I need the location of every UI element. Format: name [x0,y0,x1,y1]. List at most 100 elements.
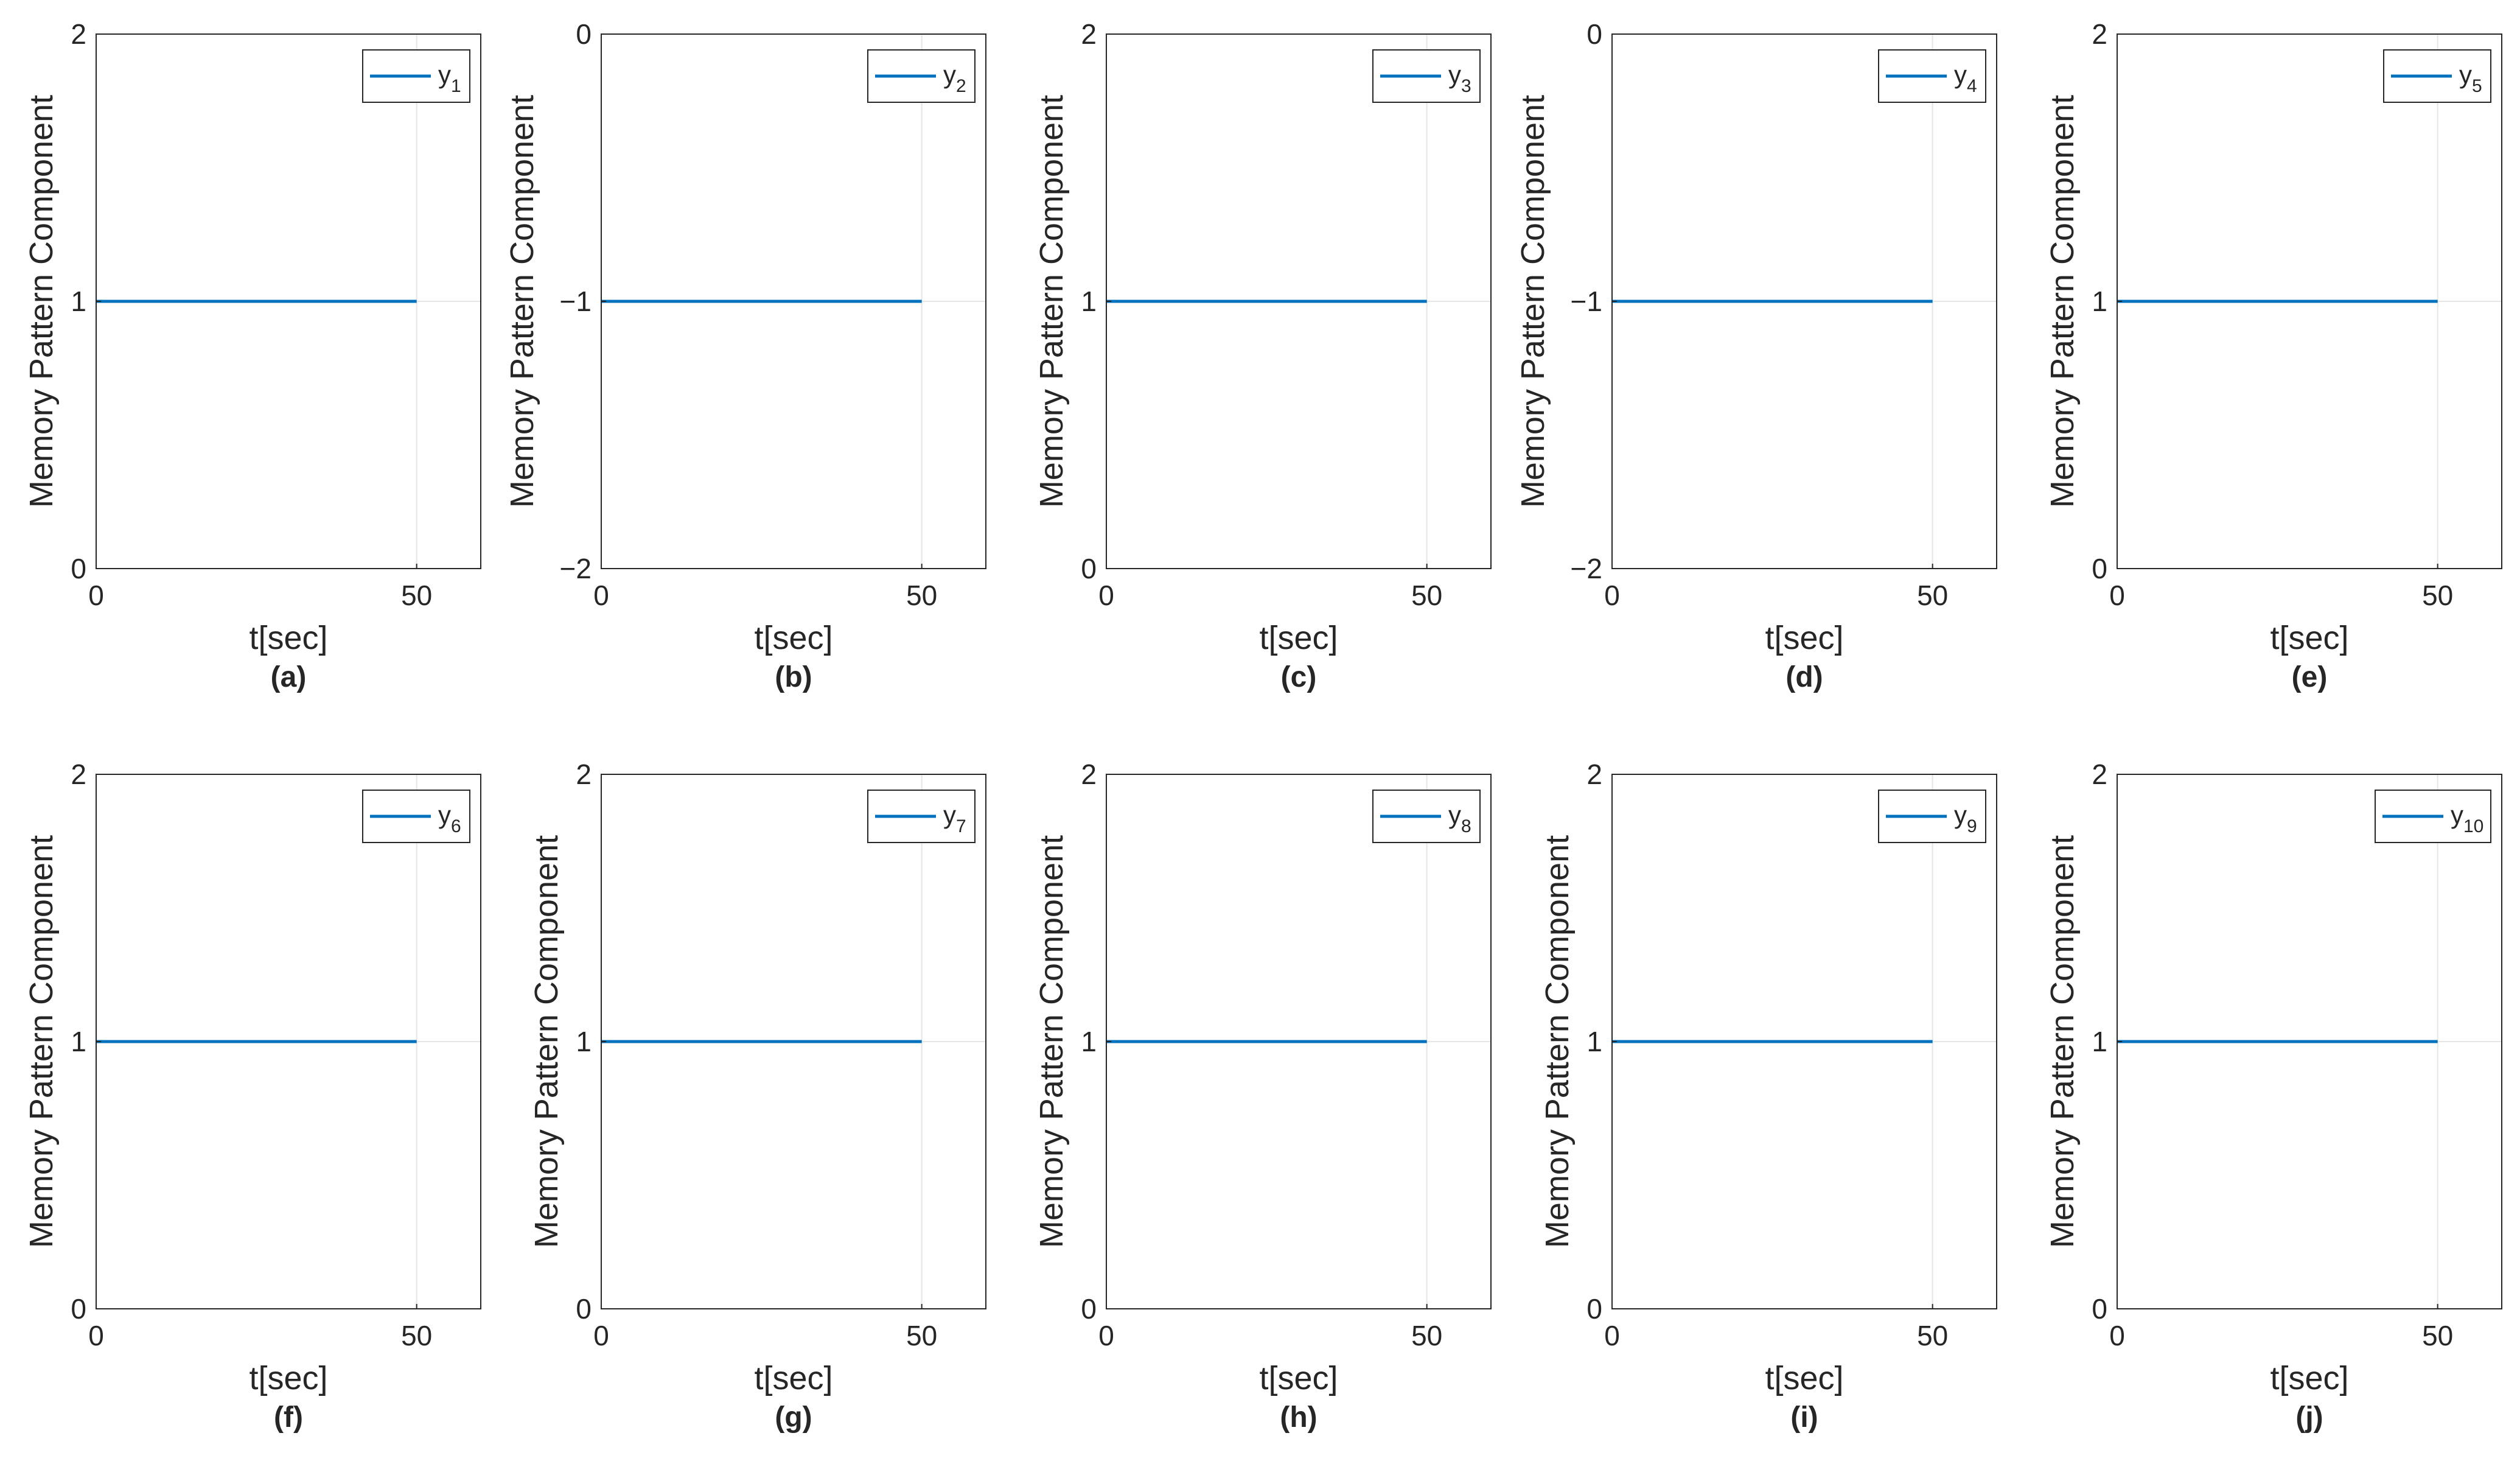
y-tick-label-d-2: 0 [1586,18,1602,50]
panel-caption-i: (i) [1790,1401,1818,1434]
legend-subscript-y10: 10 [2463,816,2483,836]
chart-panel-d: 0 50 −2 −1 0 t[sec] Memory Pattern Component (d… [1515,18,1997,693]
panel-caption-e: (e) [2292,661,2328,693]
x-axis-label-g: t[sec] [754,1360,832,1396]
y-tick-label-h-2: 2 [1081,759,1097,790]
y-tick-label-j-1: 1 [2092,1026,2107,1057]
y-tick-label-g-1: 1 [576,1026,592,1057]
legend-subscript-y3: 3 [1461,76,1471,96]
x-axis-label-h: t[sec] [1259,1360,1338,1396]
legend-subscript-y9: 9 [1967,816,1977,836]
y-axis-label-g: Memory Pattern Component [528,835,565,1248]
y-tick-label-g-0: 0 [576,1293,592,1325]
legend-subscript-y8: 8 [1461,816,1471,836]
x-tick-label-h-1: 50 [1411,1320,1442,1351]
y-tick-label-c-1: 1 [1081,286,1097,317]
y-axis-label-e: Memory Pattern Component [2044,95,2081,508]
panel-caption-f: (f) [274,1401,303,1434]
x-tick-label-f-1: 50 [401,1320,432,1351]
panel-caption-d: (d) [1785,661,1823,693]
y-axis-label-a: Memory Pattern Component [23,95,60,508]
y-tick-label-i-0: 0 [1586,1293,1602,1325]
x-axis-label-c: t[sec] [1259,620,1338,656]
x-axis-label-i: t[sec] [1765,1360,1843,1396]
y-tick-label-f-1: 1 [71,1026,86,1057]
y-tick-label-j-0: 0 [2092,1293,2107,1325]
panel-caption-c: (c) [1281,661,1317,693]
x-tick-label-g-1: 50 [906,1320,937,1351]
x-tick-label-h-0: 0 [1098,1320,1114,1351]
y-axis-label-d: Memory Pattern Component [1515,95,1551,508]
y-axis-label-b: Memory Pattern Component [504,95,540,508]
legend-subscript-y7: 7 [956,816,966,836]
x-tick-label-j-1: 50 [2422,1320,2453,1351]
y-axis-label-h: Memory Pattern Component [1033,835,1070,1248]
x-tick-label-i-1: 50 [1917,1320,1948,1351]
x-tick-label-d-0: 0 [1604,580,1620,611]
legend-subscript-y5: 5 [2472,76,2482,96]
y-tick-label-e-0: 0 [2092,553,2107,584]
y-tick-label-g-2: 2 [576,759,592,790]
x-tick-label-e-1: 50 [2422,580,2453,611]
panel-caption-j: (j) [2295,1401,2323,1434]
panel-caption-a: (a) [271,661,307,693]
chart-panel-b: 0 50 −2 −1 0 t[sec] Memory Pattern Component (b… [504,18,986,693]
y-tick-label-h-1: 1 [1081,1026,1097,1057]
panel-caption-b: (b) [775,661,812,693]
x-tick-label-b-1: 50 [906,580,937,611]
y-tick-label-a-2: 2 [71,18,86,50]
legend-subscript-y4: 4 [1967,76,1977,96]
y-tick-label-b-2: 0 [576,18,592,50]
y-tick-label-j-2: 2 [2092,759,2107,790]
x-tick-label-f-0: 0 [88,1320,104,1351]
y-tick-label-i-2: 2 [1586,759,1602,790]
y-tick-label-c-2: 2 [1081,18,1097,50]
y-axis-label-j: Memory Pattern Component [2044,835,2081,1248]
x-tick-label-c-1: 50 [1411,580,1442,611]
x-tick-label-i-0: 0 [1604,1320,1620,1351]
y-tick-label-d-0: −2 [1571,553,1602,584]
y-axis-label-c: Memory Pattern Component [1033,95,1070,508]
y-tick-label-f-0: 0 [71,1293,86,1325]
x-axis-label-a: t[sec] [249,620,327,656]
x-tick-label-j-0: 0 [2109,1320,2125,1351]
y-tick-label-a-0: 0 [71,553,86,584]
legend-subscript-y2: 2 [956,76,966,96]
y-axis-label-f: Memory Pattern Component [23,835,60,1248]
x-axis-label-f: t[sec] [249,1360,327,1396]
y-tick-label-i-1: 1 [1586,1026,1602,1057]
legend-subscript-y1: 1 [451,76,461,96]
x-tick-label-g-0: 0 [593,1320,609,1351]
y-tick-label-b-1: −1 [560,286,592,317]
y-axis-label-i: Memory Pattern Component [1539,835,1576,1248]
x-tick-label-e-0: 0 [2109,580,2125,611]
y-tick-label-e-2: 2 [2092,18,2107,50]
panel-caption-h: (h) [1280,1401,1317,1434]
y-tick-label-b-0: −2 [560,553,592,584]
legend-subscript-y6: 6 [451,816,461,836]
x-tick-label-d-1: 50 [1917,580,1948,611]
x-axis-label-e: t[sec] [2270,620,2348,656]
panel-caption-g: (g) [775,1401,812,1434]
x-axis-label-d: t[sec] [1765,620,1843,656]
x-tick-label-a-0: 0 [88,580,104,611]
y-tick-label-c-0: 0 [1081,553,1097,584]
y-tick-label-d-1: −1 [1571,286,1602,317]
x-axis-label-b: t[sec] [754,620,832,656]
y-tick-label-a-1: 1 [71,286,86,317]
y-tick-label-f-2: 2 [71,759,86,790]
x-tick-label-c-0: 0 [1098,580,1114,611]
y-tick-label-h-0: 0 [1081,1293,1097,1325]
x-tick-label-b-0: 0 [593,580,609,611]
y-tick-label-e-1: 1 [2092,286,2107,317]
x-axis-label-j: t[sec] [2270,1360,2348,1396]
